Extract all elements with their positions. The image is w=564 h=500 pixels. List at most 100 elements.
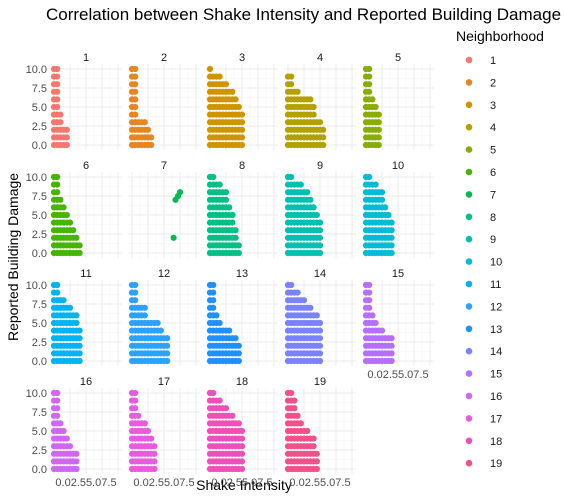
data-point <box>310 204 317 211</box>
data-point <box>229 412 236 419</box>
data-point <box>216 181 223 188</box>
data-point <box>372 181 379 188</box>
data-point <box>366 289 373 296</box>
y-tick-label: 0.0 <box>32 248 47 260</box>
data-point <box>148 435 155 442</box>
y-tick-label: 5.0 <box>32 318 47 330</box>
data-point <box>310 111 317 118</box>
data-point <box>388 249 395 257</box>
data-point <box>313 465 320 473</box>
data-point <box>235 242 242 249</box>
data-point <box>54 96 61 103</box>
data-point <box>313 458 320 465</box>
data-point <box>144 126 152 133</box>
facet-strip-label: 11 <box>80 268 91 280</box>
data-point <box>132 397 139 404</box>
y-tick-label: 7.5 <box>32 83 47 95</box>
facet-panel-13: 13 <box>206 268 278 366</box>
data-point <box>132 281 139 289</box>
data-point <box>382 204 389 211</box>
x-tick-labels: 0.02.55.07.5 <box>211 477 272 489</box>
data-point <box>164 357 171 365</box>
facet-strip-label: 4 <box>317 52 323 64</box>
data-point <box>388 219 395 226</box>
data-point <box>288 73 295 80</box>
y-tick-label: 2.5 <box>32 229 47 241</box>
facet-panel-5: 5 <box>362 52 434 150</box>
data-point <box>66 219 74 226</box>
data-point <box>132 65 139 73</box>
data-point <box>235 350 242 357</box>
data-point <box>132 88 139 95</box>
data-point <box>76 357 83 365</box>
data-point <box>54 189 61 196</box>
data-point <box>73 234 80 241</box>
data-point <box>369 312 376 319</box>
data-point <box>132 96 139 103</box>
data-point <box>388 357 395 365</box>
y-tick-label: 2.5 <box>32 445 47 457</box>
data-point <box>304 189 311 196</box>
data-point <box>157 327 164 334</box>
legend-key-11 <box>465 280 473 288</box>
data-point <box>144 427 152 435</box>
data-point <box>235 103 242 111</box>
x-tick-labels: 0.02.55.07.5 <box>289 477 350 489</box>
data-point <box>210 304 217 311</box>
facet-panel-9: 9 <box>284 160 356 258</box>
facet-panel-3: 3 <box>206 52 278 150</box>
data-point <box>375 111 382 118</box>
legend-key-14 <box>465 347 473 355</box>
legend-label-5: 5 <box>490 145 496 157</box>
y-tick-label: 7.5 <box>32 407 47 419</box>
data-point <box>54 65 61 73</box>
facet-panel-14: 14 <box>284 268 356 366</box>
data-point <box>132 103 139 111</box>
data-point <box>63 141 70 149</box>
data-point <box>57 420 64 427</box>
legend-key-5 <box>465 146 473 153</box>
data-point <box>210 297 217 304</box>
legend-label-6: 6 <box>490 167 496 179</box>
legend: Neighborhood 123456789101112131415161718… <box>456 28 544 470</box>
facet-strip-label: 13 <box>236 268 248 280</box>
facet-panel-11: 11 0.0 2.5 5.0 7.5 10.0 <box>26 268 122 368</box>
data-point <box>366 297 373 304</box>
data-point <box>54 289 61 296</box>
data-point <box>235 420 242 427</box>
x-tick-labels: 0.02.55.07.5 <box>55 477 116 489</box>
data-point <box>297 181 304 188</box>
data-point <box>366 73 373 80</box>
data-point <box>210 173 217 181</box>
data-point <box>288 81 295 88</box>
data-point <box>307 304 314 311</box>
legend-label-12: 12 <box>490 301 502 313</box>
data-point <box>60 427 67 435</box>
data-point <box>238 443 246 450</box>
data-point <box>66 443 74 450</box>
data-point <box>378 196 386 203</box>
data-point <box>385 211 392 219</box>
data-point <box>73 319 80 327</box>
legend-key-9 <box>465 235 473 243</box>
data-point <box>73 450 80 457</box>
y-tick-label: 2.5 <box>32 337 47 349</box>
y-tick-label: 0.0 <box>32 356 47 368</box>
data-point <box>238 465 246 473</box>
data-point <box>54 397 61 404</box>
data-point <box>63 134 70 141</box>
data-point <box>388 335 395 342</box>
legend-key-7 <box>465 191 473 198</box>
data-point <box>366 81 373 88</box>
legend-key-10 <box>465 258 473 265</box>
data-point <box>76 242 83 249</box>
facet-strip-label: 15 <box>392 268 404 280</box>
data-point <box>170 234 177 241</box>
legend-key-2 <box>465 79 473 86</box>
y-tick-label: 10.0 <box>26 388 47 400</box>
facet-panel-4: 4 <box>284 52 356 150</box>
facet-panel-17: 17 0.02.55.07.5 <box>128 376 200 489</box>
facet-panel-8: 8 <box>206 160 278 258</box>
legend-label-2: 2 <box>490 77 496 89</box>
